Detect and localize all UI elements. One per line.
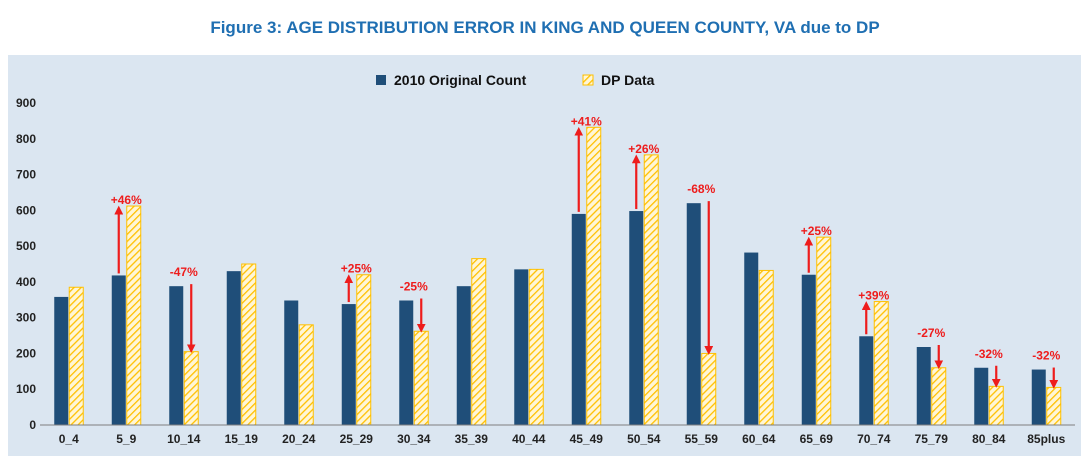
bar-dp-85plus bbox=[1046, 386, 1062, 426]
x-tick-label-85plus: 85plus bbox=[1027, 432, 1065, 446]
bar-original-30_34 bbox=[399, 300, 414, 425]
bar-original-10_14 bbox=[169, 286, 184, 425]
x-tick-label-15_19: 15_19 bbox=[225, 432, 259, 446]
bar-dp-10_14 bbox=[183, 351, 199, 426]
x-tick-label-80_84: 80_84 bbox=[972, 432, 1006, 446]
pct-label-75_79: -27% bbox=[917, 326, 945, 340]
bar-original-85plus bbox=[1031, 369, 1046, 425]
bar-dp-15_19 bbox=[241, 263, 257, 426]
x-tick-label-75_79: 75_79 bbox=[915, 432, 949, 446]
x-tick-label-60_64: 60_64 bbox=[742, 432, 776, 446]
x-tick-label-45_49: 45_49 bbox=[570, 432, 604, 446]
bar-dp-45_49 bbox=[586, 126, 602, 426]
y-tick-label: 500 bbox=[16, 239, 36, 253]
bar-dp-70_74 bbox=[873, 301, 889, 426]
x-tick-label-5_9: 5_9 bbox=[116, 432, 136, 446]
pct-label-80_84: -32% bbox=[975, 347, 1003, 361]
bar-dp-50_54 bbox=[643, 154, 659, 426]
x-tick-label-40_44: 40_44 bbox=[512, 432, 546, 446]
x-tick-label-25_29: 25_29 bbox=[340, 432, 374, 446]
legend: 2010 Original Count DP Data bbox=[376, 72, 655, 88]
bar-original-65_69 bbox=[801, 274, 816, 425]
y-tick-label: 300 bbox=[16, 311, 36, 325]
bar-dp-40_44 bbox=[528, 268, 544, 426]
x-tick-label-65_69: 65_69 bbox=[800, 432, 834, 446]
pct-label-5_9: +46% bbox=[111, 193, 142, 207]
pct-label-55_59: -68% bbox=[687, 182, 715, 196]
bar-dp-30_34 bbox=[413, 330, 429, 426]
pct-label-50_54: +26% bbox=[628, 142, 659, 156]
bar-dp-65_69 bbox=[816, 236, 832, 426]
bar-original-40_44 bbox=[514, 269, 529, 425]
y-tick-label: 200 bbox=[16, 346, 36, 360]
bar-original-15_19 bbox=[226, 271, 241, 425]
bar-original-25_29 bbox=[341, 304, 356, 425]
bar-dp-0_4 bbox=[68, 286, 84, 426]
x-tick-label-0_4: 0_4 bbox=[59, 432, 79, 446]
x-tick-label-55_59: 55_59 bbox=[685, 432, 719, 446]
y-tick-label: 400 bbox=[16, 275, 36, 289]
legend-label-dp: DP Data bbox=[601, 72, 655, 88]
y-tick-label: 100 bbox=[16, 382, 36, 396]
x-tick-label-30_34: 30_34 bbox=[397, 432, 431, 446]
bar-original-45_49 bbox=[571, 213, 586, 425]
bar-original-20_24 bbox=[284, 300, 299, 425]
bar-original-55_59 bbox=[686, 203, 701, 425]
bars bbox=[54, 126, 1062, 426]
x-tick-label-20_24: 20_24 bbox=[282, 432, 316, 446]
bar-dp-60_64 bbox=[758, 269, 774, 426]
bar-original-75_79 bbox=[916, 347, 931, 425]
bar-dp-25_29 bbox=[356, 274, 372, 426]
bar-original-0_4 bbox=[54, 296, 69, 425]
bar-original-50_54 bbox=[629, 211, 644, 425]
legend-label-original: 2010 Original Count bbox=[394, 72, 527, 88]
bar-original-35_39 bbox=[456, 286, 471, 425]
bar-dp-5_9 bbox=[126, 205, 142, 426]
pct-label-45_49: +41% bbox=[571, 114, 602, 128]
legend-swatch-original bbox=[376, 75, 386, 85]
annotations: +46% -47% +25% -25% +41% +26% -68% +25% +39% -27%… bbox=[111, 114, 1061, 389]
pct-label-65_69: +25% bbox=[801, 224, 832, 238]
bar-original-60_64 bbox=[744, 252, 759, 425]
y-tick-label: 600 bbox=[16, 203, 36, 217]
bar-dp-20_24 bbox=[298, 324, 314, 426]
x-tick-label-50_54: 50_54 bbox=[627, 432, 661, 446]
legend-swatch-dp bbox=[582, 74, 594, 86]
bar-dp-35_39 bbox=[471, 258, 487, 426]
x-tick-label-35_39: 35_39 bbox=[455, 432, 489, 446]
y-tick-label: 800 bbox=[16, 132, 36, 146]
x-tick-label-10_14: 10_14 bbox=[167, 432, 201, 446]
bar-dp-55_59 bbox=[701, 352, 717, 426]
pct-label-85plus: -32% bbox=[1032, 349, 1060, 363]
x-tick-label-70_74: 70_74 bbox=[857, 432, 891, 446]
bar-dp-80_84 bbox=[988, 385, 1004, 426]
bar-original-80_84 bbox=[974, 367, 989, 425]
pct-label-10_14: -47% bbox=[170, 265, 198, 279]
bar-dp-75_79 bbox=[931, 367, 947, 426]
x-axis: 0_4 5_9 10_14 15_19 20_24 25_29 30_34 35_39 40_4… bbox=[40, 424, 1075, 446]
y-tick-label: 700 bbox=[16, 168, 36, 182]
bar-original-5_9 bbox=[111, 275, 126, 425]
pct-label-30_34: -25% bbox=[400, 279, 428, 293]
y-tick-label: 900 bbox=[16, 96, 36, 110]
chart-title: Figure 3: AGE DISTRIBUTION ERROR IN KING… bbox=[210, 18, 880, 37]
pct-label-25_29: +25% bbox=[341, 262, 372, 276]
y-axis: 0 100 200 300 400 500 600 700 800 900 bbox=[16, 96, 36, 432]
pct-label-70_74: +39% bbox=[858, 289, 889, 303]
bar-original-70_74 bbox=[859, 336, 874, 425]
y-tick-label: 0 bbox=[29, 418, 36, 432]
